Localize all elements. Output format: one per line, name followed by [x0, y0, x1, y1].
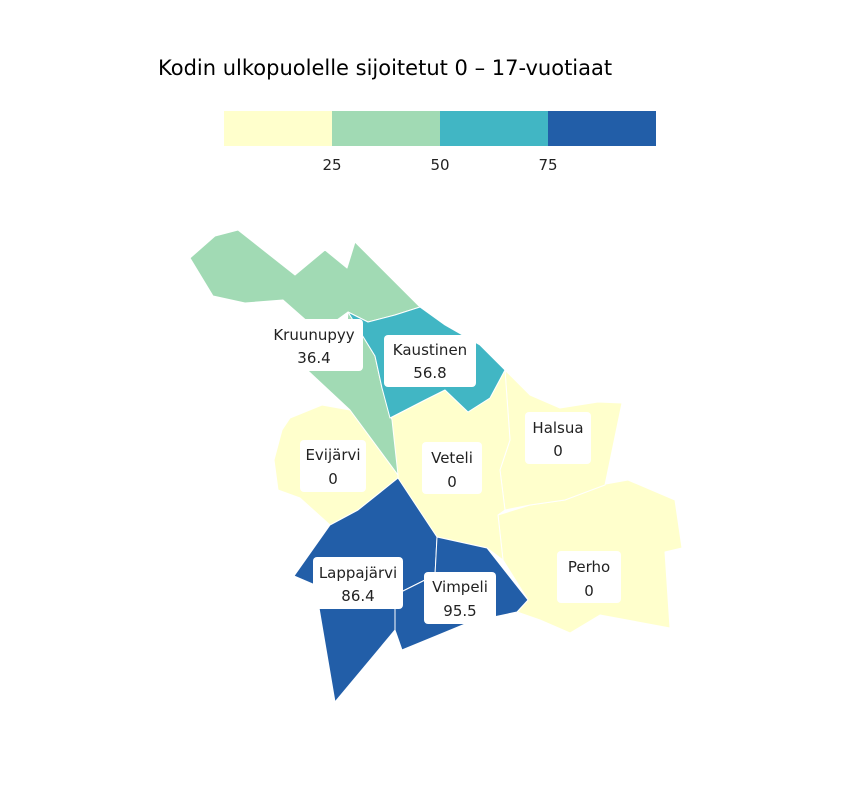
label-value: 0	[584, 582, 594, 600]
legend-swatch-2	[440, 111, 548, 146]
legend-swatch-1	[332, 111, 440, 146]
legend-swatch-3	[548, 111, 656, 146]
label-name: Kaustinen	[393, 341, 467, 359]
label-vimpeli: Vimpeli 95.5	[424, 572, 496, 624]
label-box	[424, 572, 496, 624]
label-name: Veteli	[431, 449, 473, 467]
legend-swatch-0	[224, 111, 332, 146]
label-name: Evijärvi	[305, 446, 360, 464]
label-perho: Perho 0	[557, 551, 621, 603]
label-veteli: Veteli 0	[422, 442, 482, 494]
label-value: 0	[328, 470, 338, 488]
legend-tick-50: 50	[430, 156, 449, 174]
label-value: 36.4	[297, 349, 330, 367]
label-lappajarvi: Lappajärvi 86.4	[313, 557, 403, 609]
label-box	[422, 442, 482, 494]
label-value: 0	[447, 473, 457, 491]
label-name: Lappajärvi	[319, 564, 397, 582]
label-evijarvi: Evijärvi 0	[300, 440, 366, 492]
label-value: 86.4	[341, 587, 374, 605]
label-box	[300, 440, 366, 492]
label-box	[384, 335, 476, 387]
label-kruunupyy: Kruunupyy 36.4	[265, 319, 363, 371]
label-name: Perho	[568, 558, 610, 576]
label-box	[265, 319, 363, 371]
label-box	[557, 551, 621, 603]
label-box	[525, 412, 591, 464]
label-name: Halsua	[532, 419, 583, 437]
map-title: Kodin ulkopuolelle sijoitetut 0 – 17-vuo…	[158, 56, 613, 80]
label-box	[313, 557, 403, 609]
label-name: Kruunupyy	[273, 326, 354, 344]
color-legend: 25 50 75	[224, 111, 656, 174]
label-value: 0	[553, 442, 563, 460]
label-name: Vimpeli	[432, 578, 488, 596]
legend-tick-25: 25	[322, 156, 341, 174]
region-labels: Kruunupyy 36.4 Kaustinen 56.8 Halsua 0 E…	[265, 319, 621, 624]
label-kaustinen: Kaustinen 56.8	[384, 335, 476, 387]
label-value: 56.8	[413, 364, 446, 382]
legend-tick-75: 75	[538, 156, 557, 174]
label-value: 95.5	[443, 602, 476, 620]
label-halsua: Halsua 0	[525, 412, 591, 464]
